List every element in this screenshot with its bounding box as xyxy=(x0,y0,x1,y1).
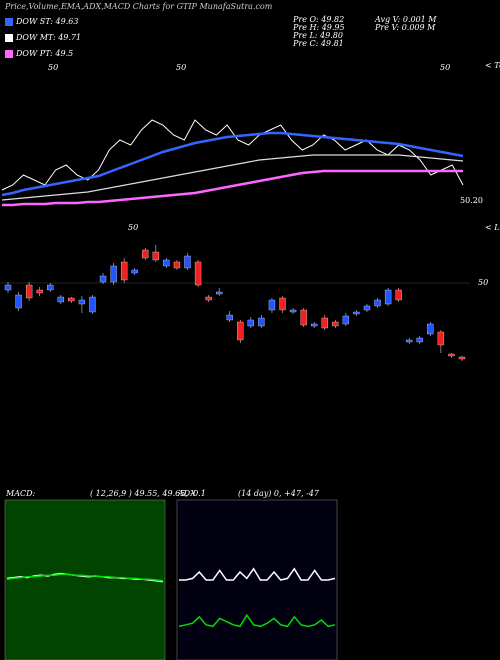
candle-body xyxy=(184,255,191,269)
last-price: 50.20 xyxy=(460,196,483,205)
legend-swatch xyxy=(5,34,13,42)
candle-body xyxy=(152,251,159,261)
candle-body xyxy=(15,294,22,309)
candle-body xyxy=(416,337,423,343)
candle-body xyxy=(173,261,181,269)
quote: Pre H: 49.95 xyxy=(292,23,345,32)
candle-body xyxy=(374,299,381,307)
adx-params: (14 day) 0, +47, -47 xyxy=(238,489,320,498)
candle-body xyxy=(68,297,75,302)
candle-body xyxy=(258,317,265,327)
candle-body xyxy=(300,309,307,326)
candle-body xyxy=(427,323,434,335)
series-line xyxy=(179,567,336,581)
candle-body xyxy=(25,284,33,299)
candle-body xyxy=(384,289,392,305)
lows-label: < Lows xyxy=(485,223,500,232)
legend-swatch xyxy=(5,50,13,58)
stat: Avg V: 0.001 M xyxy=(374,15,437,24)
candle-body xyxy=(36,289,43,294)
series-line xyxy=(178,613,336,628)
series-line xyxy=(2,169,463,207)
candle-body xyxy=(142,249,149,259)
legend-label: DOW PT: 49.5 xyxy=(15,49,73,58)
mid-mark: 50 xyxy=(128,223,138,232)
candle-body xyxy=(353,311,360,315)
candle-body xyxy=(131,269,138,274)
candle-body xyxy=(194,261,202,286)
quote: Pre C: 49.81 xyxy=(292,39,344,48)
adx-label: ADX xyxy=(177,489,196,498)
series-line xyxy=(6,573,164,582)
candle-body xyxy=(47,284,54,291)
candle-body xyxy=(395,289,402,301)
panel-bg xyxy=(4,499,166,660)
candle-body xyxy=(237,321,244,341)
candle-body xyxy=(406,339,413,343)
chart-title: Price,Volume,EMA,ADX,MACD Charts for GTI… xyxy=(4,2,273,11)
top-mark: 50 xyxy=(176,63,186,72)
candle-body xyxy=(226,314,233,321)
candle-body xyxy=(247,319,254,327)
candle-body xyxy=(289,309,297,313)
candle-body xyxy=(279,297,286,311)
top-mark: 50 xyxy=(440,63,450,72)
candle-body xyxy=(311,323,318,327)
legend-label: DOW MT: 49.71 xyxy=(15,33,81,42)
macd-params: ( 12,26,9 ) 49.55, 49.65, -0.1 xyxy=(90,489,206,498)
candle-body xyxy=(216,291,223,295)
tops-label: < Tops xyxy=(485,61,500,70)
candle-body xyxy=(110,265,117,283)
quote: Pre O: 49.82 xyxy=(292,15,344,24)
candle-body xyxy=(448,353,455,357)
panel-bg xyxy=(176,499,338,660)
series-line xyxy=(1,131,464,197)
candle-body xyxy=(4,284,12,291)
candle-body xyxy=(437,331,445,346)
candle-body xyxy=(57,296,64,303)
candle-body xyxy=(89,296,96,313)
series-line xyxy=(1,119,464,191)
series-line xyxy=(1,154,464,201)
candle-body xyxy=(342,315,350,325)
candle-body xyxy=(205,296,212,301)
candle-body xyxy=(321,317,328,329)
candle-body xyxy=(120,261,128,281)
candle-body xyxy=(268,299,276,311)
right-mark: 50 xyxy=(478,278,488,287)
candle-body xyxy=(163,259,170,267)
candle-body xyxy=(99,275,107,283)
stat: Pre V: 0.009 M xyxy=(374,23,436,32)
candle-body xyxy=(363,305,371,311)
macd-label: MACD: xyxy=(5,489,36,498)
top-mark: 50 xyxy=(48,63,58,72)
candle-body xyxy=(78,299,86,305)
candle-body xyxy=(332,321,339,327)
legend-label: DOW ST: 49.63 xyxy=(15,17,78,26)
quote: Pre L: 49.80 xyxy=(292,31,343,40)
candle-body xyxy=(458,356,466,360)
legend-swatch xyxy=(5,18,13,26)
